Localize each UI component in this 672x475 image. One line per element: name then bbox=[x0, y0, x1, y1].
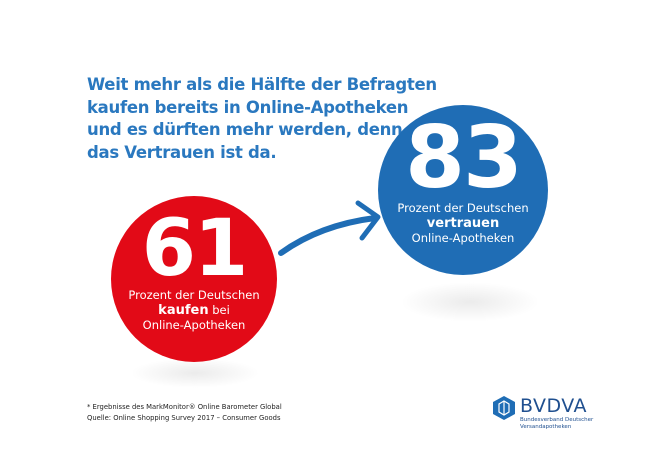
blue-circle-reflection bbox=[400, 282, 540, 322]
stat-trust-value: 83 bbox=[405, 108, 523, 208]
footnote: * Ergebnisse des MarkMonitor® Online Bar… bbox=[87, 402, 282, 424]
caption-line: Prozent der Deutschen bbox=[128, 288, 260, 302]
headline-line: Weit mehr als die Hälfte der Befragten bbox=[87, 75, 437, 94]
footnote-line: * Ergebnisse des MarkMonitor® Online Bar… bbox=[87, 403, 282, 411]
hexagon-logo-icon bbox=[493, 396, 515, 420]
headline-line: das Vertrauen ist da. bbox=[87, 142, 277, 162]
stat-buy-circle: 61 Prozent der Deutschen kaufen bei Onli… bbox=[111, 196, 277, 362]
stat-trust-circle: 83 Prozent der Deutschen vertrauen Onlin… bbox=[378, 105, 548, 275]
stat-buy-caption: Prozent der Deutschen kaufen bei Online-… bbox=[111, 288, 277, 333]
caption-line: Online-Apotheken bbox=[142, 318, 246, 332]
caption-bold: kaufen bbox=[158, 303, 209, 318]
red-circle-reflection bbox=[130, 358, 260, 388]
headline-line: kaufen bereits in Online-Apotheken bbox=[87, 97, 409, 117]
caption-rest: bei bbox=[208, 303, 230, 317]
caption-line: Prozent der Deutschen bbox=[397, 201, 529, 215]
stat-trust-caption: Prozent der Deutschen vertrauen Online-A… bbox=[378, 201, 548, 246]
logo-sub-line: Bundesverband Deutscher bbox=[520, 417, 594, 423]
headline-line: und es dürften mehr werden, denn bbox=[87, 120, 403, 139]
caption-line: Online-Apotheken bbox=[411, 231, 515, 245]
headline: Weit mehr als die Hälfte der Befragten k… bbox=[87, 74, 447, 164]
logo-sub-line: Versandapotheken bbox=[520, 424, 572, 430]
stat-buy-value: 61 bbox=[141, 204, 249, 294]
footnote-line: Quelle: Online Shopping Survey 2017 – Co… bbox=[87, 414, 281, 422]
caption-bold: vertrauen bbox=[426, 216, 500, 231]
logo-subtitle: Bundesverband Deutscher Versandapotheken bbox=[520, 417, 593, 431]
logo-name: BVDVA bbox=[520, 395, 588, 417]
